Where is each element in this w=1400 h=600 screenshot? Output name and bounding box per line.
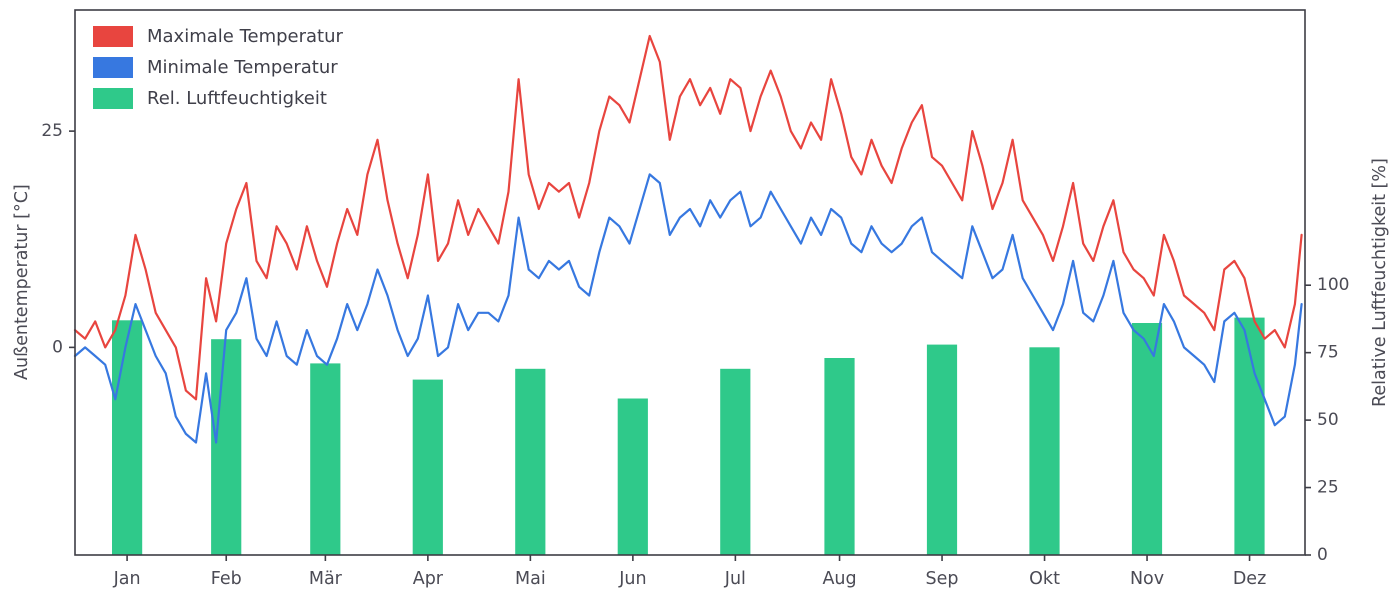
left-tick-label: 0 <box>52 337 63 357</box>
right-tick-label: 0 <box>1317 545 1328 565</box>
humidity-bar <box>412 379 443 555</box>
right-tick-label: 100 <box>1317 275 1349 295</box>
humidity-bar <box>310 363 341 555</box>
humidity-bar <box>1234 317 1265 555</box>
legend-label-min-temp: Minimale Temperatur <box>147 57 338 78</box>
legend-swatch-max-temp <box>93 26 133 47</box>
humidity-bar <box>617 398 648 555</box>
humidity-bar <box>1029 347 1060 555</box>
legend-swatch-min-temp <box>93 57 133 78</box>
humidity-bar <box>720 368 751 555</box>
x-tick-label: Nov <box>1130 569 1164 589</box>
left-axis-title: Außentemperatur [°C] <box>12 184 32 381</box>
temperature-line <box>73 34 1303 401</box>
right-tick-label: 75 <box>1317 343 1339 363</box>
legend-item-rel-luftfeuchtigkeit: Rel. Luftfeuchtigkeit <box>93 88 343 109</box>
legend-item-maximale-temperatur: Maximale Temperatur <box>93 26 343 47</box>
x-tick-label: Jun <box>618 569 646 589</box>
temperature-line <box>73 173 1303 444</box>
humidity-bar <box>1131 323 1163 555</box>
legend-label-max-temp: Maximale Temperatur <box>147 26 343 47</box>
right-tick-label: 25 <box>1317 478 1339 498</box>
x-tick-label: Feb <box>211 569 242 589</box>
x-tick-label: Aug <box>822 569 856 589</box>
x-tick-label: Okt <box>1029 569 1060 589</box>
legend-label-humidity: Rel. Luftfeuchtigkeit <box>147 88 327 109</box>
x-tick-label: Jan <box>113 569 141 589</box>
right-axis-title: Relative Luftfeuchtigkeit [%] <box>1370 158 1390 407</box>
humidity-bar <box>824 358 855 555</box>
x-tick-label: Jul <box>724 569 746 589</box>
x-tick-label: Mai <box>515 569 546 589</box>
x-tick-label: Dez <box>1233 569 1266 589</box>
humidity-bar <box>112 320 143 555</box>
x-tick-label: Sep <box>926 569 959 589</box>
legend-item-minimale-temperatur: Minimale Temperatur <box>93 57 343 78</box>
humidity-bar <box>926 344 958 555</box>
legend-swatch-humidity <box>93 88 133 109</box>
x-tick-label: Mär <box>309 569 343 589</box>
right-tick-label: 50 <box>1317 410 1339 430</box>
x-tick-label: Apr <box>413 569 444 589</box>
humidity-bar <box>515 368 546 555</box>
left-tick-label: 25 <box>41 121 63 141</box>
legend: Maximale Temperatur Minimale Temperatur … <box>93 26 343 109</box>
plot-border <box>74 9 1306 556</box>
humidity-bar <box>211 339 242 555</box>
